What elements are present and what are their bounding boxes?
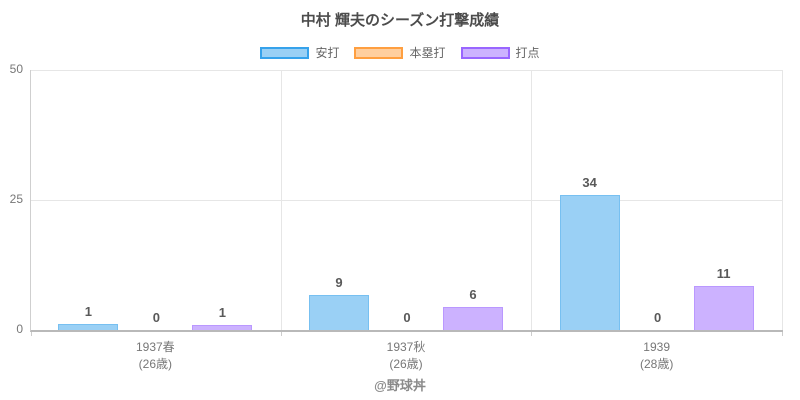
legend-item-hits[interactable]: 安打 [260, 44, 339, 61]
y-tick-label-0: 0 [16, 322, 23, 336]
bar-value-label-homeruns-1939: 0 [654, 310, 662, 325]
legend-item-rbi[interactable]: 打点 [460, 44, 540, 61]
x-tick-label-season: 1937秋 [386, 340, 426, 354]
bar-value-label-hits-1937秋: 9 [335, 275, 343, 290]
bar-value-label-hits-1939: 34 [582, 175, 597, 190]
x-axis-tick [31, 332, 32, 336]
bar-value-label-rbi-1937秋: 6 [469, 287, 477, 302]
gridline-y-25 [31, 200, 783, 201]
bar-value-label-homeruns-1937春: 0 [152, 310, 160, 325]
x-axis-tick [281, 332, 282, 336]
legend-swatch-homeruns [354, 46, 404, 59]
legend-swatch-hits [260, 46, 310, 59]
x-axis-tick [531, 332, 532, 336]
legend-label-rbi: 打点 [515, 46, 540, 60]
x-tick-label-age: (26歳) [389, 357, 423, 371]
x-tick-label-season: 1939 [643, 340, 670, 354]
y-tick-label-25: 25 [9, 192, 23, 206]
chart-title: 中村 輝夫のシーズン打撃成績 [300, 12, 500, 29]
legend: 安打 本塁打 打点 [0, 44, 800, 61]
bar-hits-1937春 [58, 324, 119, 330]
legend-label-hits: 安打 [315, 46, 340, 60]
x-tick-label-age: (26歳) [138, 357, 172, 371]
bar-hits-1939 [559, 195, 620, 330]
x-tick-label: 1939 (28歳) [640, 339, 673, 373]
legend-swatch-rbi [460, 46, 510, 59]
x-tick-label: 1937春 (26歳) [136, 339, 175, 373]
bar-rbi-1937春 [192, 325, 253, 330]
x-tick-label: 1937秋 (26歳) [387, 339, 426, 373]
bar-value-label-rbi-1937春: 1 [218, 305, 226, 320]
x-axis-tick [782, 332, 783, 336]
gridline-x-boundary [281, 70, 282, 330]
bar-value-label-homeruns-1937秋: 0 [403, 310, 411, 325]
plot-area: 1 9 34 0 0 0 1 6 11 [30, 70, 783, 336]
gridline-y-50 [31, 70, 783, 71]
x-tick-label-age: (28歳) [639, 357, 674, 371]
bar-value-label-rbi-1939: 11 [716, 266, 731, 281]
y-axis-labels: 0 25 50 [0, 0, 23, 400]
gridline-x-boundary [531, 70, 532, 330]
y-tick-label-50: 50 [9, 62, 23, 76]
gridline-x-boundary [782, 70, 783, 330]
legend-item-homeruns[interactable]: 本塁打 [354, 44, 446, 61]
bar-hits-1937秋 [309, 295, 369, 330]
legend-label-homeruns: 本塁打 [409, 46, 446, 60]
bar-value-label-hits-1937春: 1 [84, 304, 92, 319]
x-tick-label-season: 1937春 [135, 340, 175, 354]
watermark-credit: @野球丼 [374, 378, 426, 393]
bar-rbi-1937秋 [443, 307, 503, 330]
bar-rbi-1939 [693, 286, 754, 330]
